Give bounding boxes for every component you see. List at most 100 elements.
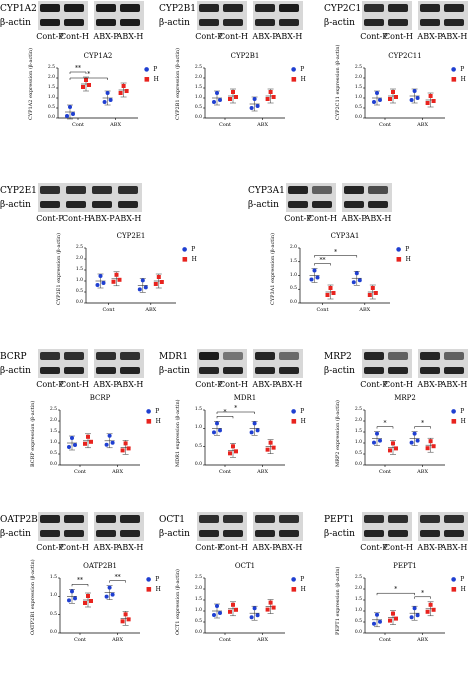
point-H-abx — [428, 94, 433, 98]
point-P-cont — [378, 98, 382, 102]
point-H-cont — [388, 448, 392, 453]
actin-label-cyp2e1: β-actin — [0, 200, 31, 210]
point-H-cont — [394, 446, 398, 451]
x-tick-label: ABX — [112, 469, 124, 475]
y-tick-label: 1.5 — [47, 85, 55, 90]
actin-band — [368, 201, 388, 208]
point-H-cont — [87, 83, 91, 87]
point-P-cont — [98, 274, 103, 278]
actin-band — [199, 367, 219, 374]
legend-h-text: H — [191, 256, 197, 263]
actin-band — [444, 530, 464, 537]
legend-h-text: H — [300, 586, 306, 593]
actin-band — [364, 19, 384, 26]
actin-band — [96, 367, 116, 374]
y-tick-label: 1.0 — [354, 95, 362, 100]
lane-label: Cont-H — [60, 32, 89, 41]
protein-band — [66, 186, 86, 194]
point-P-cont — [372, 100, 376, 104]
point-H-abx — [120, 448, 125, 453]
point-P-abx — [255, 428, 260, 433]
x-tick-label: ABX — [112, 637, 124, 643]
protein-band — [420, 515, 440, 523]
protein-band — [444, 352, 464, 360]
point-P-cont — [312, 268, 317, 273]
point-P-cont — [95, 283, 100, 287]
actin-band — [96, 19, 116, 26]
y-tick-label: 1.0 — [49, 440, 57, 445]
point-P-abx — [412, 431, 417, 436]
point-H-cont — [114, 272, 119, 277]
lane-label: Cont-P — [195, 543, 223, 552]
protein-band — [40, 515, 60, 523]
y-tick-label: 2.5 — [194, 575, 202, 580]
y-tick-label: 0.5 — [49, 611, 57, 617]
significance-marker: * — [394, 586, 398, 594]
significance-marker: * — [421, 419, 425, 427]
y-tick-label: 0.5 — [75, 289, 83, 294]
chart-title: BCRP — [89, 394, 111, 402]
legend-p: ● P — [396, 246, 409, 253]
y-tick-label: 1.0 — [47, 95, 55, 100]
point-H-cont — [117, 277, 122, 282]
protein-band — [420, 352, 440, 360]
blot-label-cyp2e1: CYP2E1 — [0, 186, 37, 196]
lane-label: ABX-H — [364, 214, 392, 223]
x-tick-label: Cont — [316, 307, 329, 313]
legend-p-text: P — [460, 66, 465, 73]
chart-title: PEPT1 — [393, 562, 417, 570]
protein-band — [199, 352, 219, 360]
legend-h-marker: ■ — [146, 418, 152, 425]
protein-band — [388, 4, 408, 12]
point-H-abx — [370, 286, 375, 290]
actin-label-cyp2c11: β-actin — [324, 18, 355, 28]
actin-band — [92, 201, 112, 208]
actin-band — [199, 19, 219, 26]
y-tick-label: 0.5 — [47, 105, 55, 110]
point-H-abx — [373, 291, 378, 295]
point-P-cont — [218, 611, 222, 615]
lane-label: ABX-P — [252, 380, 278, 389]
point-P-abx — [249, 615, 254, 620]
lane-label: Cont-P — [360, 32, 388, 41]
protein-band — [388, 515, 408, 523]
point-P-cont — [218, 98, 222, 102]
legend-h: ■ H — [146, 418, 161, 425]
point-H-abx — [428, 602, 433, 607]
legend-h-text: H — [300, 418, 306, 425]
point-H-cont — [231, 602, 235, 607]
legend-p: ● P — [291, 576, 304, 583]
chart-title: CYP1A2 — [83, 52, 113, 60]
legend-p-text: P — [300, 66, 305, 73]
y-tick-label: 1.0 — [354, 440, 362, 445]
point-H-abx — [268, 440, 273, 445]
point-H-cont — [234, 607, 238, 612]
point-H-cont — [228, 609, 232, 614]
actin-band — [40, 530, 60, 537]
chart-title: CYP2B1 — [230, 52, 260, 60]
legend-p-text: P — [155, 408, 160, 415]
protein-band — [368, 186, 388, 194]
point-P-cont — [212, 100, 216, 104]
actin-band — [40, 19, 60, 26]
y-tick-label: 1.0 — [75, 278, 83, 283]
protein-band — [120, 352, 140, 360]
protein-band — [255, 515, 275, 523]
legend-h-text: H — [153, 76, 159, 83]
actin-label-bcrp: β-actin — [0, 366, 31, 376]
y-tick-label: 0.0 — [75, 300, 83, 305]
actin-band — [279, 367, 299, 374]
actin-band — [312, 201, 332, 208]
lane-label: ABX-P — [341, 214, 367, 223]
protein-band — [344, 186, 364, 194]
chart-title: CYP2C11 — [388, 52, 422, 60]
y-tick-label: 2.5 — [47, 65, 55, 70]
actin-band — [66, 201, 86, 208]
y-tick-label: 0.5 — [194, 619, 202, 624]
point-P-cont — [309, 277, 314, 282]
actin-band — [199, 530, 219, 537]
legend-p: ● P — [451, 408, 464, 415]
protein-band — [40, 186, 60, 194]
y-tick-label: 0.0 — [354, 630, 362, 635]
point-H-abx — [425, 446, 430, 451]
